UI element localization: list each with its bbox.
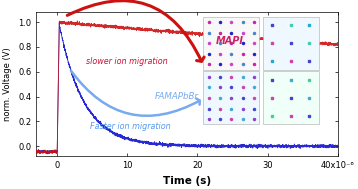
Y-axis label: norm. Voltage (V): norm. Voltage (V) <box>4 47 13 121</box>
FancyBboxPatch shape <box>203 71 259 125</box>
Text: FAMAPbBr: FAMAPbBr <box>155 92 199 101</box>
Text: MAPI: MAPI <box>216 36 243 46</box>
Text: Faster ion migration: Faster ion migration <box>91 122 171 131</box>
Text: slower ion migration: slower ion migration <box>86 57 168 66</box>
FancyBboxPatch shape <box>263 71 319 125</box>
X-axis label: Time (s): Time (s) <box>163 176 211 186</box>
FancyBboxPatch shape <box>203 17 259 70</box>
FancyBboxPatch shape <box>263 17 319 70</box>
